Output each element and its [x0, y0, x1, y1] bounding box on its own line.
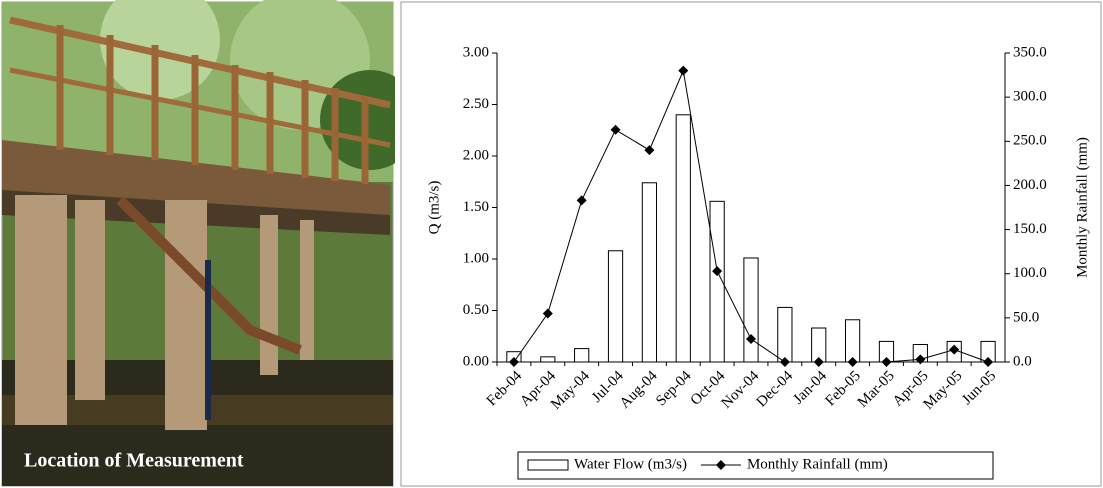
y2-tick-label: 100.0 — [1013, 265, 1047, 281]
bar — [778, 307, 792, 362]
y-tick-label: 1.00 — [463, 250, 489, 266]
y-tick-label: 0.50 — [463, 302, 489, 318]
bar — [575, 349, 589, 362]
page: {"photo": {"caption": "Location of Measu… — [0, 0, 1103, 488]
y-axis-title: Q (m3/s) — [426, 181, 442, 235]
bar — [541, 357, 555, 362]
photo: Location of Measurement — [0, 0, 395, 488]
y-tick-label: 2.00 — [463, 147, 489, 163]
y2-tick-label: 200.0 — [1013, 177, 1047, 193]
y-tick-label: 2.50 — [463, 96, 489, 112]
bar — [845, 320, 859, 362]
y2-tick-label: 350.0 — [1013, 44, 1047, 60]
bar — [608, 251, 622, 362]
y-tick-label: 1.50 — [463, 199, 489, 215]
photo-caption: Location of Measurement — [24, 450, 244, 472]
legend-label: Water Flow (m3/s) — [574, 456, 687, 472]
bar — [676, 115, 690, 362]
gauge — [205, 260, 211, 420]
y2-tick-label: 50.0 — [1013, 309, 1039, 325]
bar — [812, 328, 826, 362]
y2-axis-title: Monthly Rainfall (mm) — [1074, 137, 1090, 278]
y2-tick-label: 0.0 — [1013, 353, 1032, 369]
y2-tick-label: 250.0 — [1013, 133, 1047, 149]
y2-tick-label: 150.0 — [1013, 221, 1047, 237]
y2-tick-label: 300.0 — [1013, 89, 1047, 105]
bar — [744, 258, 758, 362]
y-tick-label: 3.00 — [463, 44, 489, 60]
chart: 0.00 0.50 1.00 1.50 2.00 2.50 3.00 0.0 50.0 100.0… — [400, 0, 1103, 488]
bar — [642, 183, 656, 362]
y-tick-label: 0.00 — [463, 353, 489, 369]
legend-label: Monthly Rainfall (mm) — [747, 456, 888, 472]
legend-swatch — [528, 460, 568, 470]
chart-frame — [401, 2, 1101, 486]
